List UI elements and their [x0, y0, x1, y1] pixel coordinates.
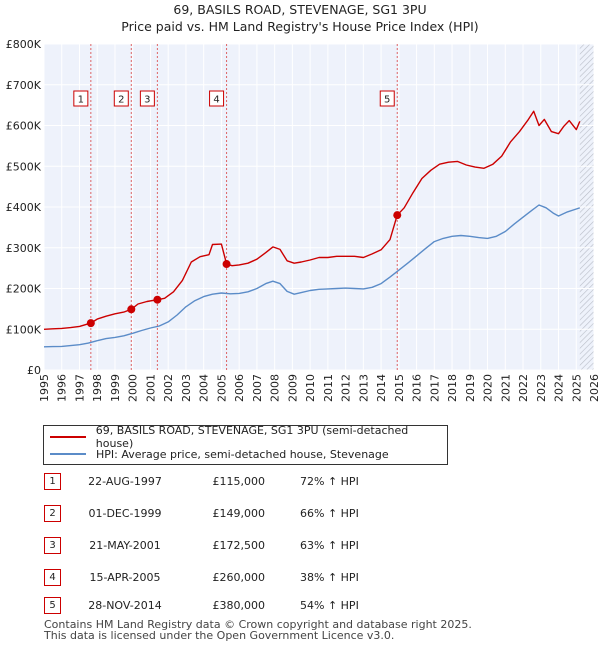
sale-date: 21-MAY-2001: [89, 539, 161, 552]
sale-hpi-change: 66% ↑ HPI: [300, 507, 359, 520]
y-tick-label: £300K: [6, 242, 42, 255]
sale-price: £260,000: [212, 571, 266, 584]
sale-date: 15-APR-2005: [89, 571, 161, 584]
x-tick-label: 2022: [517, 374, 530, 402]
sale-label-number: 2: [118, 95, 124, 106]
sale-number-badge: 4: [44, 569, 61, 586]
x-tick-label: 2002: [162, 374, 175, 402]
sale-point: [127, 305, 136, 314]
x-tick-label: 2019: [464, 374, 477, 402]
legend-swatch-hpi: [50, 453, 86, 455]
sale-label-number: 4: [213, 95, 219, 106]
x-tick-label: 2013: [357, 374, 370, 402]
chart-title: 69, BASILS ROAD, STEVENAGE, SG1 3PU: [173, 2, 427, 17]
sale-date: 01-DEC-1999: [88, 507, 162, 520]
x-tick-label: 2012: [340, 374, 353, 402]
chart-subtitle: Price paid vs. HM Land Registry's House …: [121, 19, 479, 34]
sale-number-badge: 3: [44, 537, 61, 554]
y-tick-label: £400K: [6, 201, 42, 214]
sale-row: 4 15-APR-2005 £260,000 38% ↑ HPI: [0, 569, 600, 587]
x-tick-label: 2011: [322, 374, 335, 402]
sale-date: 28-NOV-2014: [88, 599, 162, 612]
sale-number-badge: 1: [44, 473, 61, 490]
legend-label-property: 69, BASILS ROAD, STEVENAGE, SG1 3PU (sem…: [95, 424, 409, 450]
x-tick-label: 1995: [38, 374, 51, 402]
price-chart: £0 £100K £200K £300K £400K £500K £600K £700K £80…: [6, 38, 600, 402]
sale-row: 2 01-DEC-1999 £149,000 66% ↑ HPI: [0, 505, 600, 523]
sale-number-badge: 5: [44, 597, 61, 614]
x-tick-label: 2018: [446, 374, 459, 402]
x-tick-label: 2009: [286, 374, 299, 402]
x-tick-label: 2000: [127, 374, 140, 402]
chart-legend: 69, BASILS ROAD, STEVENAGE, SG1 3PU (sem…: [43, 424, 448, 465]
sale-label-box: [139, 90, 155, 107]
sale-label-box: [113, 90, 129, 107]
x-tick-label: 2004: [198, 374, 211, 402]
footer-line-licence: This data is licensed under the Open Gov…: [44, 629, 395, 642]
x-tick-label: 1998: [91, 374, 104, 402]
x-tick-label: 1999: [109, 374, 122, 402]
sale-label-number: 1: [78, 95, 84, 106]
legend-entry-property: 69, BASILS ROAD, STEVENAGE, SG1 3PU (sem…: [50, 424, 447, 450]
x-tick-label: 2026: [588, 374, 600, 402]
sale-price: £149,000: [212, 507, 266, 520]
x-tick-label: 2006: [233, 374, 246, 402]
sale-row: 1 22-AUG-1997 £115,000 72% ↑ HPI: [0, 473, 600, 491]
x-tick-label: 1997: [73, 374, 86, 402]
sale-label-box: [73, 90, 89, 107]
x-tick-label: 2025: [570, 374, 583, 402]
x-tick-label: 2024: [553, 374, 566, 402]
sale-label-number: 5: [384, 95, 390, 106]
x-tick-label: 2007: [251, 374, 264, 402]
sale-price: £172,500: [212, 539, 266, 552]
x-tick-label: 2016: [411, 374, 424, 402]
sale-point: [153, 295, 162, 304]
sale-hpi-change: 38% ↑ HPI: [300, 571, 359, 584]
sale-hpi-change: 54% ↑ HPI: [300, 599, 359, 612]
x-tick-label: 2017: [428, 374, 441, 402]
sale-date: 22-AUG-1997: [88, 475, 162, 488]
footer-attribution: Contains HM Land Registry data © Crown c…: [44, 619, 472, 641]
hpi-line: [43, 204, 581, 348]
y-tick-label: £100K: [6, 323, 42, 336]
sale-hpi-change: 63% ↑ HPI: [300, 539, 359, 552]
sale-point: [393, 211, 402, 220]
y-tick-label: £200K: [6, 283, 42, 296]
x-tick-label: 2021: [499, 374, 512, 402]
x-tick-label: 2014: [375, 374, 388, 402]
x-tick-label: 2020: [482, 374, 495, 402]
x-tick-label: 2023: [535, 374, 548, 402]
sale-number-badge: 2: [44, 505, 61, 522]
x-tick-label: 2005: [215, 374, 228, 402]
y-tick-label: £800K: [6, 38, 42, 51]
sale-label-number: 3: [144, 95, 150, 106]
x-tick-label: 1996: [56, 374, 69, 402]
x-tick-label: 2015: [393, 374, 406, 402]
x-tick-label: 2010: [304, 374, 317, 402]
x-tick-label: 2003: [180, 374, 193, 402]
sale-point: [222, 260, 231, 269]
sale-point: [86, 319, 95, 328]
y-tick-label: £600K: [6, 120, 42, 133]
sale-price: £115,000: [212, 475, 266, 488]
sale-label-box: [209, 90, 225, 107]
y-tick-label: £0: [27, 364, 41, 377]
legend-label-hpi: HPI: Average price, semi-detached house,…: [96, 447, 389, 461]
property-price-line: [43, 110, 581, 330]
footer-line-copyright: Contains HM Land Registry data © Crown c…: [44, 618, 472, 631]
y-tick-label: £500K: [6, 160, 42, 173]
legend-entry-hpi: HPI: Average price, semi-detached house,…: [50, 446, 389, 462]
sale-label-box: [379, 90, 395, 107]
y-tick-label: £700K: [6, 79, 42, 92]
x-tick-label: 2001: [144, 374, 157, 402]
sale-price: £380,000: [212, 599, 266, 612]
sale-row: 3 21-MAY-2001 £172,500 63% ↑ HPI: [0, 537, 600, 555]
sale-row: 5 28-NOV-2014 £380,000 54% ↑ HPI: [0, 597, 600, 615]
sale-hpi-change: 72% ↑ HPI: [300, 475, 359, 488]
x-tick-label: 2008: [269, 374, 282, 402]
legend-swatch-property: [50, 436, 86, 438]
